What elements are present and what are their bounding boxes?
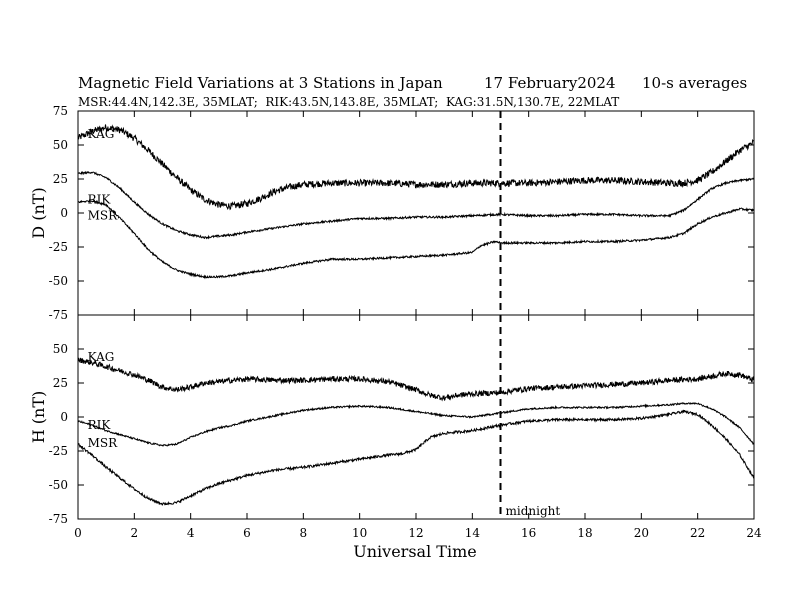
y-tick-label: 0 xyxy=(60,410,68,424)
x-tick-label: 24 xyxy=(746,526,762,540)
x-tick-label: 12 xyxy=(408,526,423,540)
panel-h: 50 25 0 -25 -50 -75 H (nT) KAG RIK MSR xyxy=(29,314,755,526)
series-label-msr: MSR xyxy=(88,209,119,223)
x-tick-label: 2 xyxy=(131,526,139,540)
panel-frame xyxy=(77,110,755,316)
series-line-rik xyxy=(77,170,755,240)
x-tick-label: 22 xyxy=(690,526,705,540)
x-tick-label: 14 xyxy=(465,526,481,540)
series-label-rik: RIK xyxy=(88,192,112,206)
y-tick-label: -75 xyxy=(49,512,68,526)
x-tick-label: 16 xyxy=(521,526,536,540)
y-tick-label: 0 xyxy=(60,206,68,220)
x-tick-label: 10 xyxy=(352,526,367,540)
series-line-kag xyxy=(77,357,755,402)
x-axis-label: Universal Time xyxy=(353,542,476,561)
y-tick-label: 50 xyxy=(53,342,68,356)
x-tick-label: 8 xyxy=(300,526,308,540)
y-tick-label: -25 xyxy=(49,444,68,458)
series-label-kag: KAG xyxy=(88,350,115,364)
y-tick-label: 25 xyxy=(53,172,68,186)
series-label-msr: MSR xyxy=(88,436,119,450)
series-line-msr xyxy=(77,198,755,280)
midnight-label: midnight xyxy=(506,504,561,518)
series-label-rik: RIK xyxy=(88,418,112,432)
series-line-msr xyxy=(77,409,755,506)
x-tick-label: 4 xyxy=(187,526,195,540)
plot-area: 75 50 25 0 -25 -50 -75 D (nT) KAG RIK MSR 50 25 0 -25 -… xyxy=(29,104,762,540)
y-tick-label: 75 xyxy=(53,104,68,118)
y-tick-label: -25 xyxy=(49,240,68,254)
series-line-rik xyxy=(77,402,755,447)
series-line-kag xyxy=(77,124,755,211)
y-tick-label: -75 xyxy=(49,308,68,322)
x-tick-label: 0 xyxy=(74,526,82,540)
series-label-kag: KAG xyxy=(88,127,115,141)
chart-subtitle: MSR:44.4N,142.3E, 35MLAT; RIK:43.5N,143.… xyxy=(78,95,619,109)
y-tick-label: 50 xyxy=(53,138,68,152)
y-axis-label: D (nT) xyxy=(29,187,48,238)
y-tick-label: -50 xyxy=(49,478,68,492)
chart-title: Magnetic Field Variations at 3 Stations … xyxy=(78,74,443,92)
x-tick-label: 20 xyxy=(634,526,649,540)
x-tick-label: 18 xyxy=(577,526,592,540)
y-tick-label: 25 xyxy=(53,376,68,390)
panel-d: 75 50 25 0 -25 -50 -75 D (nT) KAG RIK MSR xyxy=(29,104,755,322)
y-axis-label: H (nT) xyxy=(29,391,48,444)
chart-date: 17 February2024 xyxy=(484,74,616,92)
x-tick-label: 6 xyxy=(243,526,251,540)
chart-averaging: 10-s averages xyxy=(642,74,747,92)
y-tick-label: -50 xyxy=(49,274,68,288)
